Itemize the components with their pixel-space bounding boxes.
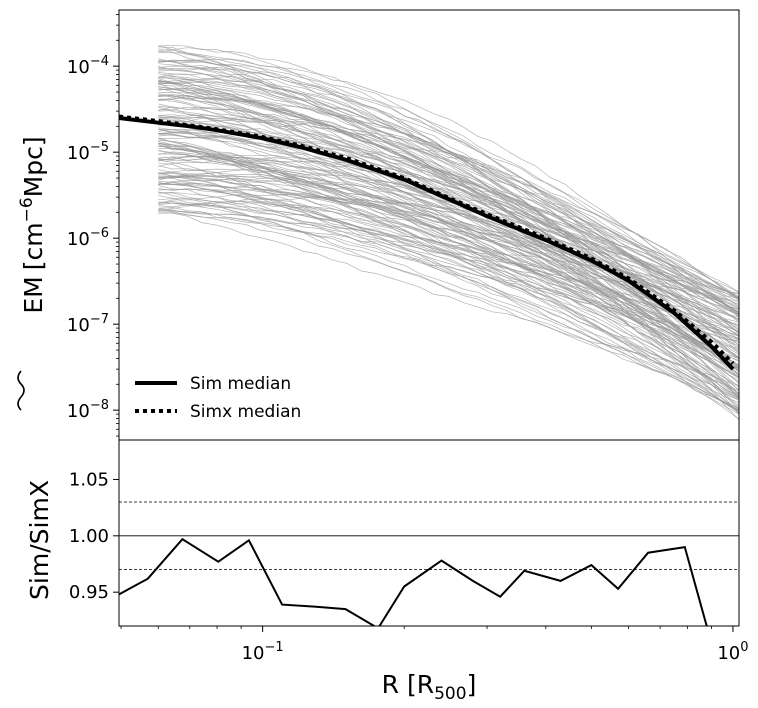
profile-line [158,148,739,333]
profile-line [158,189,739,340]
profile-line [158,192,739,404]
median-series [119,114,735,371]
profile-line [158,89,739,377]
profile-line [158,47,739,372]
top-y-axis-label: EM [cm−6Mpc] [17,136,48,411]
profile-line [158,174,739,394]
profile-line [158,46,739,376]
bottom-x-ticks: 10−1 100 [120,626,749,664]
y-tick-label: 10−4 [67,54,109,78]
ratio-series [119,537,708,626]
ylabel-units: [cm [19,222,48,270]
y-tick-label: 10−5 [67,140,109,164]
profile-line [158,132,739,309]
profile-line [158,173,739,341]
individual-profiles [158,44,739,420]
profile-line [158,185,739,343]
profile-line [158,197,739,299]
profile-line [158,103,739,299]
profile-line [158,142,739,410]
profile-line [158,207,739,394]
profile-line [158,83,739,400]
profile-line [158,124,739,346]
profile-line [158,144,739,378]
profile-line [158,79,739,381]
ylabel-tilde [17,370,25,411]
bottom-y-ticks: 0.95 1.00 1.05 [69,469,119,603]
profile-line [158,123,739,368]
sim-median-line [119,116,735,371]
profile-line [158,191,739,392]
profile-line [158,78,739,369]
profile-line [158,120,739,293]
y-tick-label: 10−7 [67,312,109,336]
xlabel-sub: 500 [434,684,466,704]
profile-line [158,158,739,366]
profile-line [158,59,739,399]
profile-line [158,193,739,310]
profile-line [158,177,739,337]
profile-line [158,168,739,360]
profile-line [158,174,739,299]
profile-line [158,67,739,299]
profile-line [158,110,739,391]
ylabel-em: EM [19,276,48,313]
profile-line [158,154,739,333]
xlabel-close: ] [467,670,477,699]
profile-line [158,94,739,378]
ratio-y-tick-label: 1.05 [69,469,109,490]
x-tick-label: 100 [717,640,748,664]
profile-line [158,150,739,363]
profile-line [158,116,739,308]
profile-line [158,200,739,343]
profile-line [158,80,739,317]
y-tick-label: 10−8 [67,398,109,422]
profile-line [158,159,739,415]
x-axis-label: R [R500] [382,670,477,704]
profile-line [158,174,739,369]
profile-line [158,172,739,412]
ylabel-exp: −6 [17,197,37,222]
profile-line [158,202,739,387]
bottom-y-axis-label: Sim/SimX [25,480,54,600]
top-y-ticks: 10−4 10−5 10−6 10−7 10−8 [67,13,119,437]
profile-line [158,131,739,315]
profile-line [158,182,739,360]
bottom-panel-frame [118,439,740,627]
profile-line [158,82,739,408]
profile-line [158,73,739,398]
legend-label-sim: Sim median [190,374,291,394]
ratio-y-tick-label: 1.00 [69,526,109,547]
profile-line [158,45,739,359]
profile-line [158,95,739,303]
ylabel-units2: Mpc] [19,136,48,197]
profile-line [158,187,739,379]
profile-line [158,58,739,316]
y-tick-label: 10−6 [67,226,109,250]
ratio-line [119,537,708,626]
profile-line [158,207,739,341]
xlabel-main: R [R [382,670,434,699]
profile-line [158,212,739,386]
profile-line [158,58,739,311]
ratio-y-tick-label: 0.95 [69,582,109,603]
profile-line [158,115,739,415]
reference-lines [119,501,739,570]
bottom-panel: 0.95 1.00 1.05 10−1 100 Sim/SimX R [R500] [25,439,749,704]
top-panel: 10−4 10−5 10−6 10−7 10−8 EM [cm−6Mpc] Sim med… [17,9,740,441]
profile-line [158,199,739,370]
profile-line [158,133,739,399]
legend: Sim median Simx median [135,374,301,422]
profile-line [158,183,739,309]
profile-line [158,211,739,412]
profile-line [158,209,739,294]
legend-label-simx: Simx median [190,402,301,422]
profile-line [158,149,739,401]
profile-line [158,182,739,327]
x-tick-label: 10−1 [242,640,284,664]
profile-line [158,63,739,415]
profile-line [158,143,739,397]
svg-text:EM[cm−6Mpc]: EM [cm−6Mpc] [17,136,48,313]
